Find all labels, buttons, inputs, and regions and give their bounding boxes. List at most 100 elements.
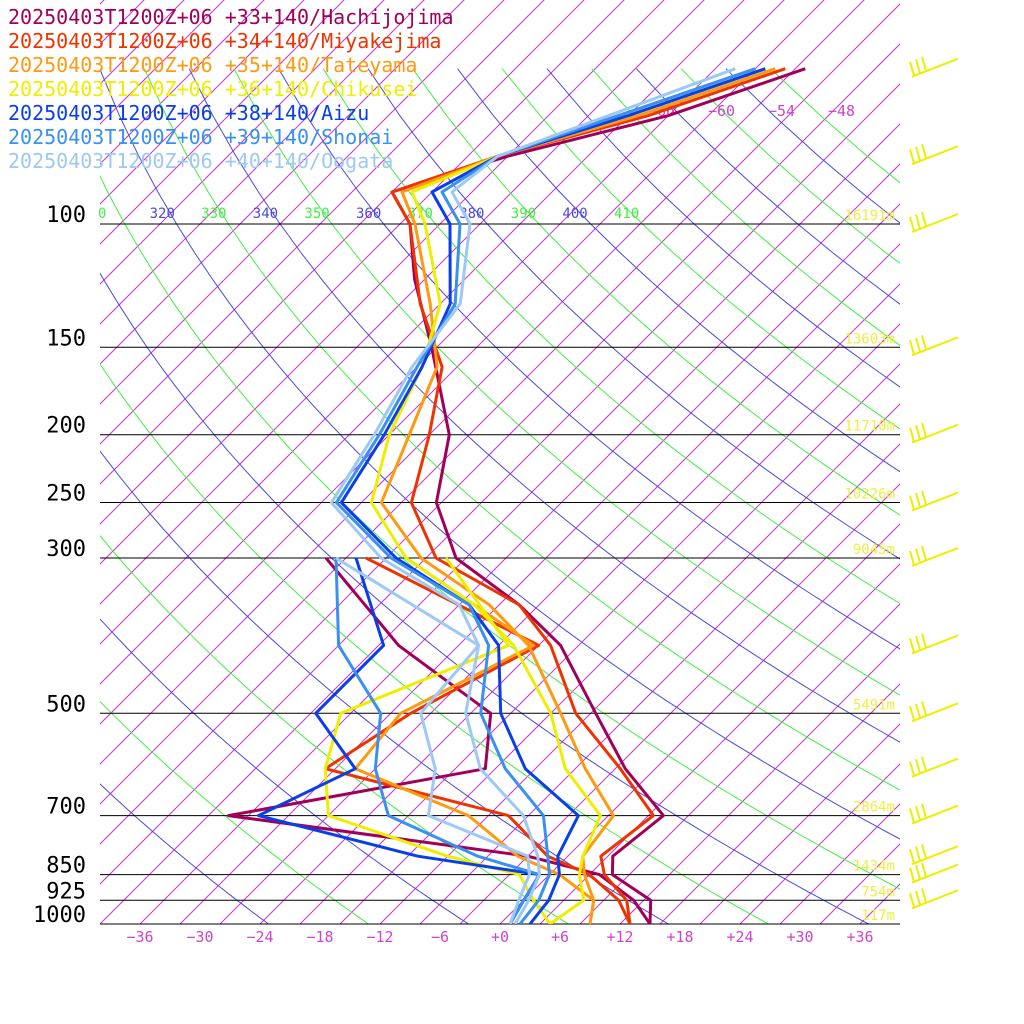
wind-barb-800 bbox=[909, 844, 959, 866]
diagonal-line bbox=[100, 0, 225, 125]
height-label-200: 11710m bbox=[844, 419, 895, 435]
pressure-label-150: 150 bbox=[46, 326, 86, 351]
height-label-850: 1434m bbox=[853, 859, 895, 875]
barb-flag bbox=[915, 337, 921, 353]
barb-flag bbox=[921, 545, 927, 561]
diagonal-line bbox=[339, 363, 900, 924]
diagonal-line bbox=[899, 923, 900, 924]
theta-curve bbox=[100, 700, 369, 924]
theta-label: 360 bbox=[356, 206, 381, 222]
barb-flag bbox=[921, 844, 927, 859]
wind-barb-150 bbox=[909, 335, 959, 357]
diagonal-line bbox=[139, 163, 900, 924]
theta-label: 410 bbox=[614, 206, 639, 222]
barb-flag bbox=[909, 706, 915, 721]
diagonal-line bbox=[100, 0, 345, 245]
barb-flag bbox=[921, 335, 927, 350]
barb-flag bbox=[909, 848, 915, 864]
wind-barb-60 bbox=[909, 56, 959, 78]
x-tick-label: +18 bbox=[666, 928, 693, 946]
sounding-profiles bbox=[226, 67, 806, 924]
temperature-line-3 bbox=[369, 67, 766, 924]
diagonal-line bbox=[100, 0, 425, 325]
barb-flag bbox=[909, 339, 915, 355]
height-label-500: 5491m bbox=[853, 697, 895, 713]
dewpoint-line-6 bbox=[335, 556, 531, 924]
wind-barbs bbox=[909, 56, 959, 910]
barb-flag bbox=[915, 703, 921, 719]
barb-flag bbox=[915, 492, 921, 508]
temperature-line-5 bbox=[334, 67, 756, 924]
wind-barb-500 bbox=[909, 701, 959, 723]
barb-flag bbox=[921, 144, 927, 159]
barb-flag bbox=[921, 422, 927, 438]
barb-flag bbox=[909, 808, 915, 823]
barb-flag bbox=[921, 862, 927, 878]
diagonal-line bbox=[100, 123, 900, 924]
theta-curve bbox=[412, 68, 900, 516]
theta-label: 400 bbox=[562, 206, 587, 222]
theta-curve bbox=[636, 68, 900, 305]
x-tick-label: −6 bbox=[431, 928, 449, 946]
pressure-label-100: 100 bbox=[46, 203, 86, 228]
barb-flag bbox=[909, 216, 915, 232]
pressure-label-300: 300 bbox=[46, 537, 86, 562]
x-tick-label: −30 bbox=[186, 928, 213, 946]
barb-flag bbox=[909, 148, 915, 164]
barb-flag bbox=[921, 701, 927, 716]
diagonal-line bbox=[100, 0, 465, 365]
x-tick-label: +24 bbox=[726, 928, 753, 946]
wind-barb-700 bbox=[909, 803, 959, 825]
geopotential-height-labels: 16191m 13603m 11710m 10226m 9045m 5491m 2864m 1… bbox=[844, 208, 895, 924]
x-tick-label: −18 bbox=[306, 928, 333, 946]
pressure-label-500: 500 bbox=[46, 692, 86, 717]
barb-flag bbox=[915, 805, 921, 821]
theta-labels: 0 320 330 340 350 360 370 380 390 400 410 bbox=[98, 206, 639, 222]
barb-flag bbox=[921, 633, 927, 648]
barb-flag bbox=[909, 638, 915, 653]
theta-curve bbox=[100, 618, 469, 924]
height-label-250: 10226m bbox=[844, 487, 895, 503]
legend-item-3: 20250403T1200Z+06 +36+140/Chikusei bbox=[8, 77, 417, 101]
barb-flag bbox=[921, 490, 927, 506]
theta-label: 340 bbox=[253, 206, 278, 222]
theta-curve bbox=[367, 68, 900, 560]
wind-barb-850 bbox=[909, 862, 959, 884]
x-tick-label: −36 bbox=[126, 928, 153, 946]
theta-curve bbox=[143, 68, 900, 791]
barb-flag bbox=[915, 635, 921, 651]
pressure-label-250: 250 bbox=[46, 482, 86, 507]
legend-item-4: 20250403T1200Z+06 +38+140/Aizu bbox=[8, 101, 369, 125]
dewpoint-line-5 bbox=[334, 557, 541, 924]
barb-flag bbox=[915, 548, 921, 563]
diagonal-line bbox=[659, 683, 900, 924]
diagonal-line bbox=[100, 0, 585, 485]
diagonal-line bbox=[619, 643, 900, 924]
barb-flag bbox=[915, 59, 921, 74]
x-tick-label: +0 bbox=[491, 928, 509, 946]
barb-staff bbox=[911, 889, 959, 910]
barb-staff bbox=[911, 845, 959, 866]
theta-curve bbox=[546, 68, 900, 388]
legend-item-6: 20250403T1200Z+06 +40+140/Oogata bbox=[8, 149, 393, 173]
barb-staff bbox=[911, 213, 959, 233]
diagonal-line bbox=[100, 0, 545, 445]
barb-flag bbox=[915, 146, 921, 162]
temperature-line-4 bbox=[339, 67, 766, 924]
diagonal-line bbox=[100, 0, 745, 645]
diagonal-line bbox=[779, 803, 900, 924]
diagonal-line bbox=[100, 0, 665, 565]
barb-staff bbox=[911, 145, 959, 166]
diagonal-line bbox=[100, 83, 900, 885]
x-tick-label: +36 bbox=[846, 928, 873, 946]
barb-flag bbox=[915, 425, 921, 440]
wind-barb-600 bbox=[909, 756, 959, 778]
diagonal-line bbox=[219, 243, 900, 924]
theta-curve bbox=[322, 68, 900, 605]
legend-item-2: 20250403T1200Z+06 +35+140/Tateyama bbox=[8, 53, 417, 77]
theta-curve bbox=[770, 68, 900, 184]
diagonal-line bbox=[100, 43, 900, 845]
barb-flag bbox=[915, 890, 921, 906]
